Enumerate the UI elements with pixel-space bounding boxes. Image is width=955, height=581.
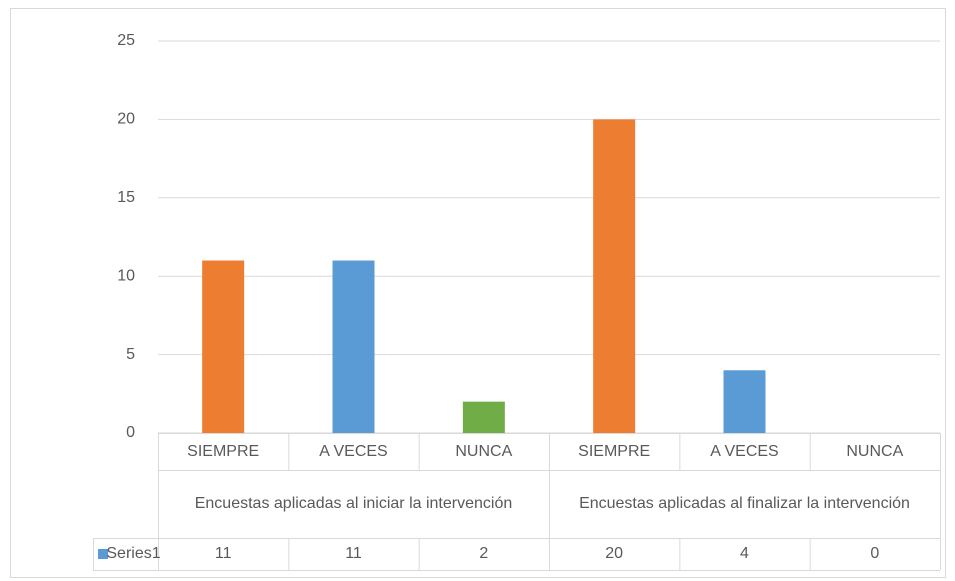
x-tick-label: SIEMPRE: [578, 442, 651, 460]
legend-label: Series1: [106, 545, 161, 562]
data-table-value: 0: [870, 545, 880, 562]
x-tick-label: SIEMPRE: [187, 442, 260, 460]
legend-key: [98, 549, 108, 559]
bar: [593, 119, 636, 434]
x-tick-label: A VECES: [710, 442, 779, 460]
x-tick-label: NUNCA: [846, 442, 904, 460]
data-table-value: 11: [214, 545, 232, 562]
data-table-value: 20: [605, 545, 624, 562]
y-tick-label: 20: [117, 111, 135, 128]
y-tick-label: 0: [126, 424, 135, 441]
chart-border: [10, 8, 946, 578]
group-label: Encuestas aplicadas al iniciar la interv…: [194, 495, 513, 512]
bar: [202, 260, 245, 433]
bar: [462, 401, 505, 433]
bar: [332, 260, 375, 433]
data-table-value: 2: [479, 545, 489, 562]
x-tick-label: NUNCA: [455, 442, 513, 460]
y-tick-label: 5: [126, 346, 135, 363]
bar: [723, 370, 766, 433]
group-label: Encuestas aplicadas al finalizar la inte…: [579, 495, 910, 512]
data-table-value: 11: [345, 545, 362, 562]
y-tick-label: 25: [117, 32, 135, 49]
y-tick-label: 15: [117, 189, 135, 206]
x-tick-label: A VECES: [319, 442, 388, 460]
y-tick-label: 10: [117, 267, 135, 284]
data-table-value: 4: [740, 545, 749, 562]
